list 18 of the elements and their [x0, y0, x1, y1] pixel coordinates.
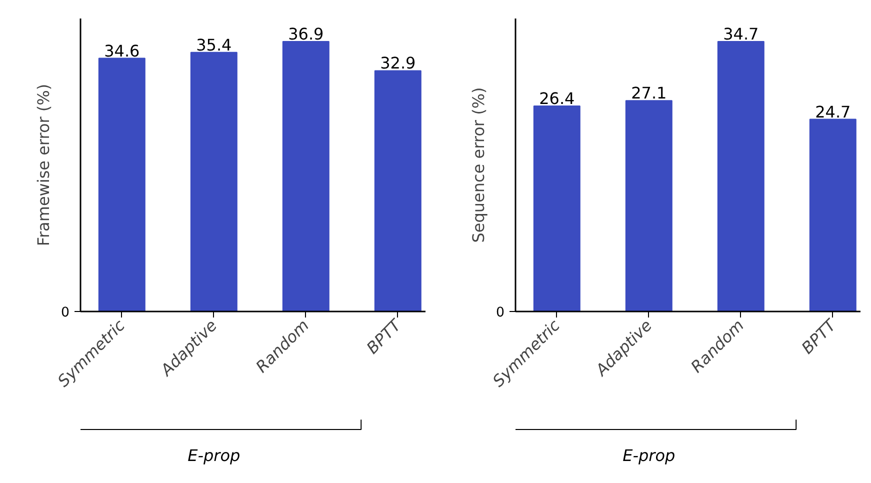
text: 0	[61, 306, 70, 320]
data-label: 32.9	[380, 54, 416, 73]
data-label: 34.7	[723, 24, 759, 44]
text: E-prop	[622, 446, 676, 466]
data-label: 27.1	[631, 84, 667, 103]
data-label: 26.4	[539, 89, 575, 108]
data-label: 36.9	[288, 24, 324, 44]
bar	[717, 40, 764, 312]
bar	[625, 100, 672, 312]
y-axis-title: Framewise error (%)	[34, 84, 54, 246]
data-label: 34.6	[104, 41, 140, 60]
bar	[533, 106, 580, 312]
data-label: 24.7	[815, 102, 851, 122]
bar	[809, 118, 856, 312]
data-label: 35.4	[196, 35, 232, 54]
text: E-prop	[188, 446, 240, 466]
text: 0	[496, 306, 505, 320]
y-axis-title: Sequence error (%)	[469, 87, 488, 243]
